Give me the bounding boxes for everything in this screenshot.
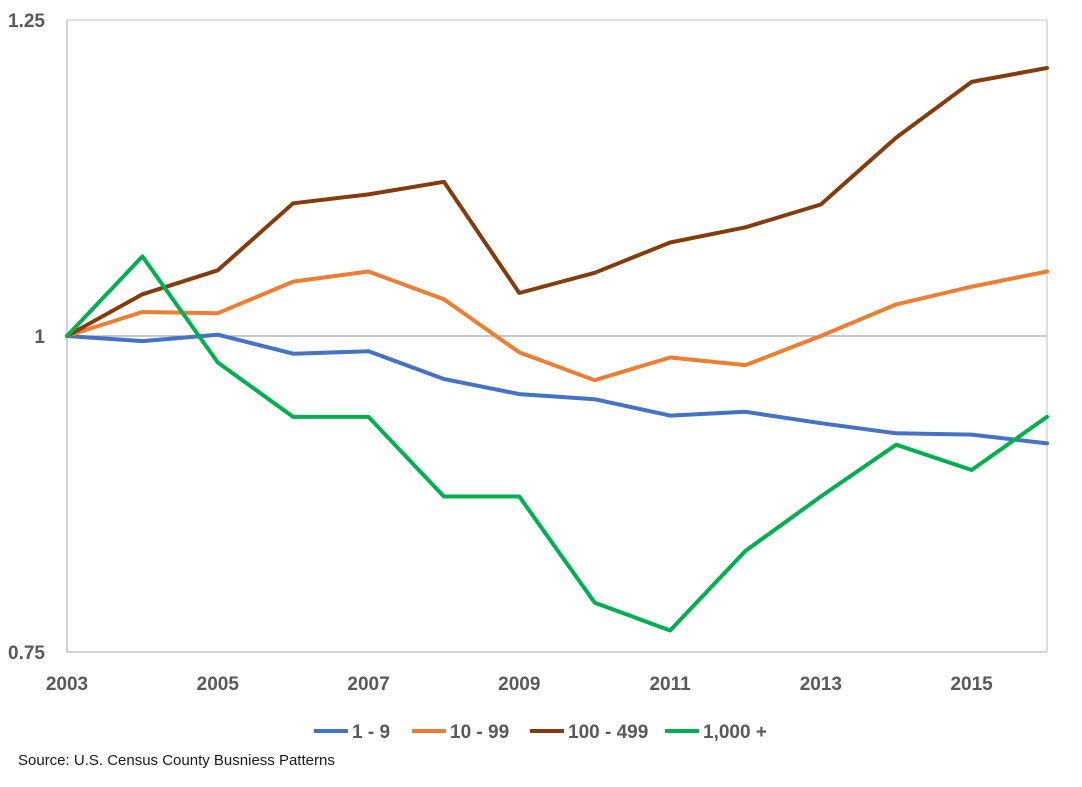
x-tick-label: 2003	[46, 674, 88, 695]
series-line-3	[65, 66, 1049, 338]
x-tick-label: 2005	[197, 674, 240, 695]
y-tick-label: 0.75	[8, 643, 45, 664]
x-tick-labels: 2003 2005 2007 2009 2011 2013 2015	[46, 674, 993, 695]
x-tick-label: 2013	[800, 674, 842, 695]
y-tick-labels: 1.25 1 0.75	[8, 11, 45, 664]
x-tick-label: 2009	[498, 674, 540, 695]
legend-label-3: 100 - 499	[568, 722, 648, 743]
series-line-2	[65, 269, 1049, 383]
x-tick-label: 2015	[950, 674, 993, 695]
series-line-1	[65, 332, 1049, 446]
series-lines	[65, 66, 1049, 633]
y-tick-label: 1	[34, 327, 45, 348]
legend-label-2: 10 - 99	[450, 722, 509, 743]
x-tick-label: 2007	[347, 674, 389, 695]
y-tick-label: 1.25	[8, 11, 45, 32]
legend: 1 - 9 10 - 99 100 - 499 1,000 +	[314, 722, 767, 743]
legend-label-1: 1 - 9	[352, 722, 390, 743]
legend-label-4: 1,000 +	[703, 722, 767, 743]
series-line-4	[65, 254, 1049, 633]
source-note: Source: U.S. Census County Busniess Patt…	[18, 752, 335, 769]
x-tick-label: 2011	[649, 674, 691, 695]
